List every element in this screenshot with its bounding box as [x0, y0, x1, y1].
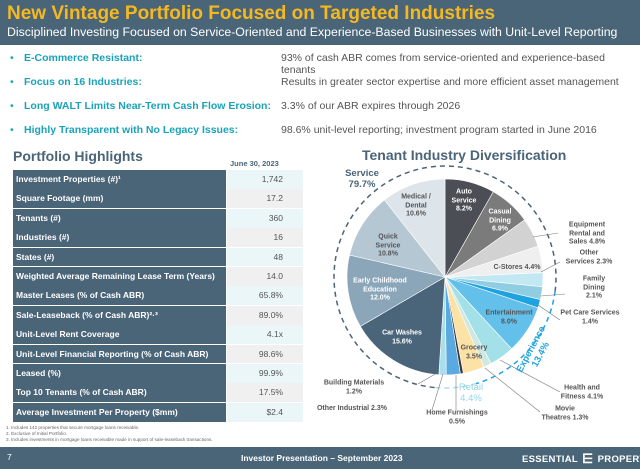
slice-label: Grocery 3.5% — [460, 344, 488, 361]
pie-slice — [349, 199, 446, 278]
slice-label: Equipment Rental and Sales 4.8% — [568, 221, 606, 246]
footnote: 1. Includes 142 properties that secure m… — [6, 425, 140, 430]
slice-label: Building Materials 1.2% — [323, 379, 385, 396]
retail-dashed-arc — [434, 382, 477, 389]
slice-label: Other Industrial 2.3% — [316, 404, 388, 412]
table-row: Unit-Level Financial Reporting (% of Cas… — [13, 344, 303, 364]
slice-label: Early Childhood Education 12.0% — [353, 277, 407, 302]
footer-bar: 7 Investor Presentation – September 2023… — [0, 447, 640, 469]
row-value: 360 — [227, 208, 303, 228]
table-row: Sale-Leaseback (% of Cash ABR)²·³ 89.0% — [13, 305, 303, 325]
footnote: 2. Exclusive of Initial Portfolio. — [6, 431, 68, 436]
table-row: Investment Properties (#)¹ 1,742 — [13, 170, 303, 189]
slice-label: Auto Service 8.2% — [451, 188, 477, 213]
bullet-value: 98.6% unit-level reporting; investment p… — [281, 124, 597, 136]
slice-label: Movie Theatres 1.3% — [541, 405, 589, 422]
row-label: Average Investment Per Property ($mm) — [13, 402, 226, 422]
bullet-key: Long WALT Limits Near-Term Cash Flow Ero… — [24, 100, 271, 112]
table-row: Tenants (#) 360 — [13, 208, 303, 228]
slice-label: Family Dining 2.1% — [582, 275, 606, 300]
group-label-retail: Retail 4.4% — [458, 382, 484, 404]
slice-label: Pet Care Services 1.4% — [560, 309, 620, 326]
row-value: $2.4 — [227, 402, 303, 422]
slide-subtitle: Disciplined Investing Focused on Service… — [7, 25, 618, 39]
bullet-value: Results in greater sector expertise and … — [281, 76, 619, 88]
row-label: Leased (%) — [13, 363, 226, 383]
slide-title: New Vintage Portfolio Focused on Targete… — [7, 3, 496, 24]
row-label: Tenants (#) — [13, 208, 226, 228]
leader-line — [540, 261, 561, 273]
leader-line — [537, 304, 561, 321]
slice-label: Casual Dining 6.9% — [488, 208, 512, 233]
table-row: Average Investment Per Property ($mm) $2.… — [13, 402, 303, 422]
leader-line — [417, 372, 438, 385]
header-bar: New Vintage Portfolio Focused on Targete… — [0, 0, 640, 45]
essential-properties-logo: ESSENTIAL⋿PROPERTIES — [522, 451, 640, 466]
table-row: Weighted Average Remaining Lease Term (Y… — [13, 266, 303, 286]
row-value: 14.0 — [227, 266, 303, 286]
bullet-key: E-Commerce Resistant: — [24, 52, 143, 64]
row-label: States (#) — [13, 247, 226, 267]
row-value: 89.0% — [227, 305, 303, 325]
leader-line — [484, 367, 541, 413]
slice-label: Home Furnishings 0.5% — [426, 409, 488, 426]
bullet-value: 93% of cash ABR comes from service-orien… — [281, 52, 605, 76]
footnote: 3. Includes investments in mortgage loan… — [6, 437, 213, 442]
row-label: Investment Properties (#)¹ — [13, 170, 226, 189]
row-label: Top 10 Tenants (% of Cash ABR) — [13, 383, 226, 403]
slice-label: Car Washes 15.6% — [382, 329, 422, 346]
table-row: Master Leases (% of Cash ABR) 65.8% — [13, 286, 303, 306]
row-value: 48 — [227, 247, 303, 267]
row-value: 99.9% — [227, 363, 303, 383]
table-row: Unit-Level Rent Coverage 4.1x — [13, 325, 303, 345]
highlights-title: Portfolio Highlights — [13, 148, 143, 164]
page-number: 7 — [7, 452, 12, 462]
row-value: 98.6% — [227, 344, 303, 364]
row-label: Weighted Average Remaining Lease Term (Y… — [13, 266, 226, 286]
row-value: 17.2 — [227, 189, 303, 209]
row-label: Unit-Level Rent Coverage — [13, 325, 226, 345]
pie-slice — [346, 254, 446, 327]
table-row: Leased (%) 99.9% — [13, 363, 303, 383]
slice-label: C-Stores 4.4% — [493, 263, 541, 271]
bullet-key: Focus on 16 Industries: — [24, 76, 142, 88]
service-dashed-arc — [333, 165, 557, 389]
leader-line — [532, 232, 559, 238]
table-row: States (#) 48 — [13, 247, 303, 267]
bullet-key: Highly Transparent with No Legacy Issues… — [24, 124, 239, 136]
row-label: Unit-Level Financial Reporting (% of Cas… — [13, 344, 226, 364]
leader-line — [540, 293, 566, 297]
slice-label: Quick Service 10.8% — [375, 233, 401, 258]
leader-line — [431, 373, 444, 411]
row-value: 65.8% — [227, 286, 303, 306]
row-value: 4.1x — [227, 325, 303, 345]
row-value: 17.5% — [227, 383, 303, 403]
table-row: Top 10 Tenants (% of Cash ABR) 17.5% — [13, 383, 303, 403]
bullet-value: 3.3% of our ABR expires through 2026 — [281, 100, 461, 112]
highlights-table: Investment Properties (#)¹ 1,742 Square Fo… — [13, 170, 303, 422]
row-label: Industries (#) — [13, 228, 226, 248]
row-label: Master Leases (% of Cash ABR) — [13, 286, 226, 306]
leader-line — [499, 359, 561, 393]
presentation-name: Investor Presentation – September 2023 — [241, 453, 403, 463]
group-label-service: Service 79.7% — [345, 168, 379, 190]
pie-slice — [359, 276, 446, 376]
table-row: Square Footage (mm) 17.2 — [13, 189, 303, 209]
pie-slice — [384, 178, 446, 278]
table-row: Industries (#) 16 — [13, 228, 303, 248]
slice-label: Other Services 2.3% — [565, 249, 613, 266]
row-value: 1,742 — [227, 170, 303, 189]
row-label: Sale-Leaseback (% of Cash ABR)²·³ — [13, 305, 226, 325]
slice-label: Medical / Dental 10.6% — [401, 193, 431, 218]
row-label: Square Footage (mm) — [13, 189, 226, 209]
row-value: 16 — [227, 228, 303, 248]
highlights-date: June 30, 2023 — [230, 159, 279, 168]
slice-label: Entertainment 8.0% — [485, 309, 533, 326]
chart-title: Tenant Industry Diversification — [362, 147, 567, 163]
experience-dashed-arc — [475, 290, 556, 385]
slice-label: Health and Fitness 4.1% — [560, 384, 604, 401]
